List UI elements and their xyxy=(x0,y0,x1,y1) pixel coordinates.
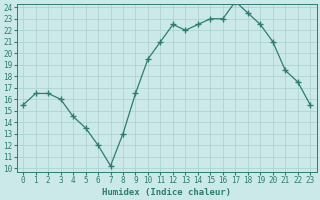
X-axis label: Humidex (Indice chaleur): Humidex (Indice chaleur) xyxy=(102,188,231,197)
